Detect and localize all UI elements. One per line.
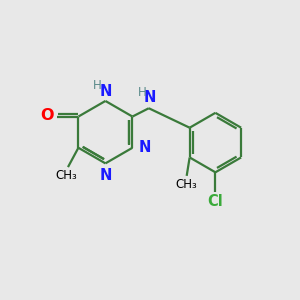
Text: N: N [143, 90, 156, 105]
Text: N: N [99, 84, 112, 99]
Text: H: H [93, 79, 102, 92]
Text: H: H [138, 86, 147, 99]
Text: CH₃: CH₃ [56, 169, 77, 182]
Text: CH₃: CH₃ [176, 178, 198, 191]
Text: N: N [99, 168, 112, 183]
Text: O: O [40, 108, 53, 123]
Text: Cl: Cl [208, 194, 223, 209]
Text: N: N [139, 140, 152, 155]
